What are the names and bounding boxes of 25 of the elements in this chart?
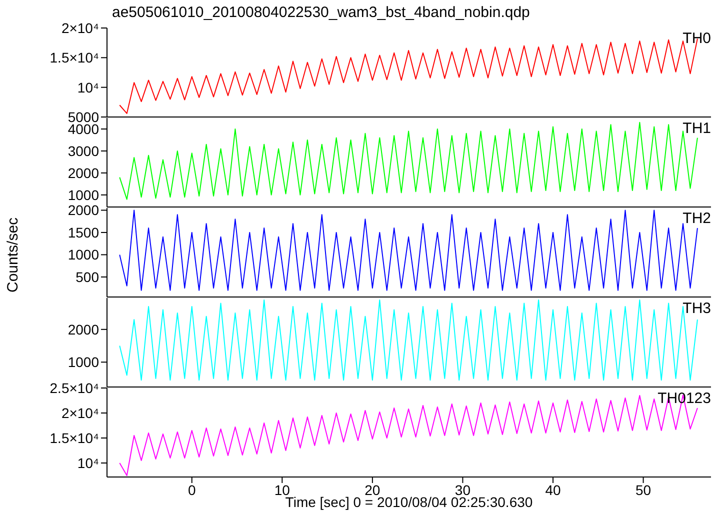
y-tick-label: 1.5×10⁴ [50, 50, 99, 66]
y-tick-label: 2000 [68, 321, 100, 338]
y-axis-title: Counts/sec [4, 216, 22, 292]
x-tick-label: 0 [188, 482, 196, 498]
series-label: TH0 [682, 30, 711, 47]
y-tick-label: 2000 [68, 202, 100, 218]
y-tick-label: 1500 [68, 224, 100, 240]
y-tick-label: 5000 [68, 108, 100, 125]
y-tick-label: 3000 [68, 142, 100, 159]
y-tick-label: 1.5×10⁴ [50, 430, 99, 446]
x-tick-label: 50 [636, 482, 652, 498]
y-tick-label: 500 [76, 268, 100, 285]
y-tick-label: 1000 [68, 186, 100, 203]
y-tick-label: 2×10⁴ [61, 404, 99, 421]
y-tick-label: 2×10⁴ [61, 20, 99, 36]
y-tick-label: 10⁴ [77, 79, 99, 96]
series-label: TH2 [682, 210, 711, 227]
y-tick-label: 10⁴ [77, 454, 99, 471]
y-tick-label: 2000 [68, 164, 100, 181]
y-tick-label: 2.5×10⁴ [50, 380, 99, 396]
series-label: TH1 [682, 120, 711, 137]
y-tick-label: 1000 [68, 354, 100, 370]
x-tick-label: 40 [545, 482, 561, 498]
chart-title: ae505061010_20100804022530_wam3_bst_4band_nobin.qdp [112, 4, 530, 21]
y-tick-label: 1000 [68, 246, 100, 263]
